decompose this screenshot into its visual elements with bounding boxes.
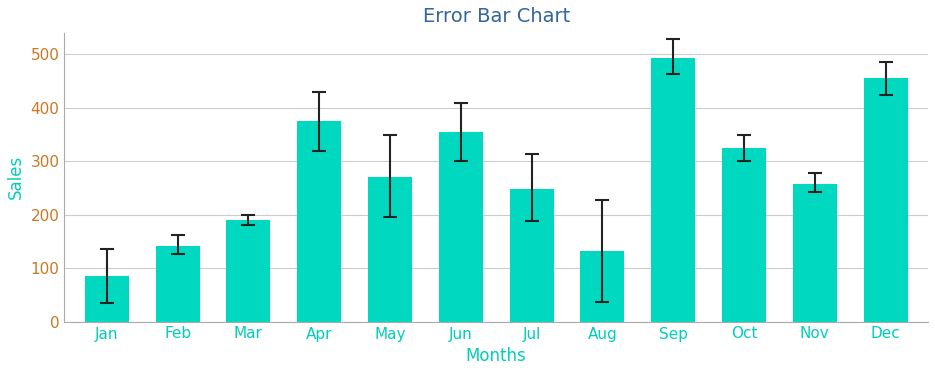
- Y-axis label: Sales: Sales: [7, 155, 25, 199]
- Bar: [864, 78, 908, 322]
- X-axis label: Months: Months: [466, 347, 526, 365]
- Bar: [156, 246, 199, 322]
- Bar: [226, 220, 270, 322]
- Bar: [297, 121, 341, 322]
- Bar: [439, 132, 482, 322]
- Bar: [793, 184, 837, 322]
- Bar: [510, 189, 554, 322]
- Bar: [722, 148, 766, 322]
- Bar: [652, 58, 695, 322]
- Bar: [85, 276, 129, 322]
- Bar: [581, 251, 625, 322]
- Bar: [368, 177, 412, 322]
- Title: Error Bar Chart: Error Bar Chart: [423, 7, 569, 26]
